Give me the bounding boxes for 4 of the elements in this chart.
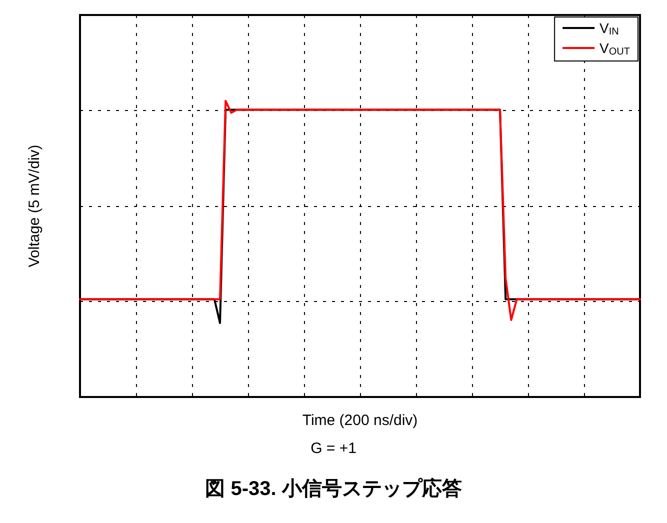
x-axis-title: Time (200 ns/div) (302, 412, 418, 429)
y-axis-title: Voltage (5 mV/div) (26, 144, 43, 268)
text: 図 5-33. 小信号ステップ応答 (205, 477, 462, 500)
text: G = +1 (310, 440, 356, 457)
